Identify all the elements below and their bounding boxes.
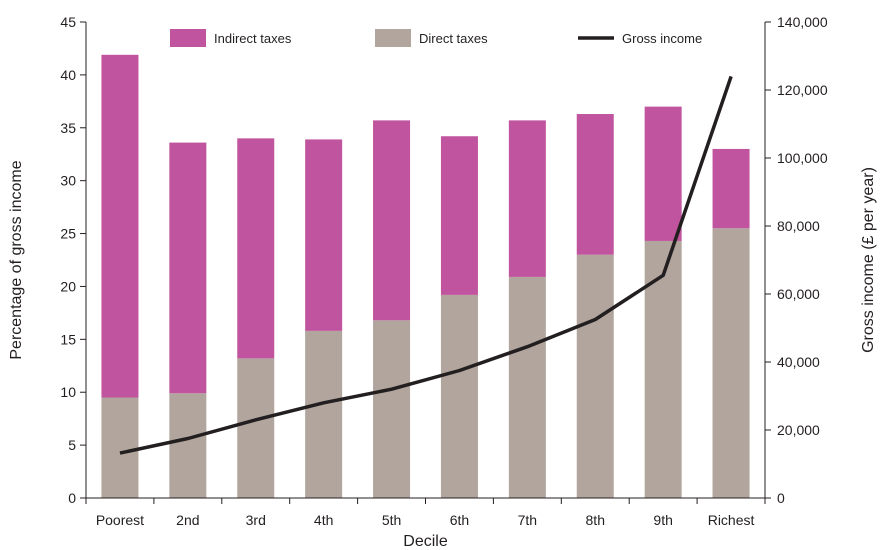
gross-income-line [119,75,733,455]
bar-direct-taxes [440,294,478,498]
bar-direct-taxes [169,393,207,498]
legend-swatch [170,29,206,47]
x-tick-label: 7th [518,512,537,528]
bar-direct-taxes [373,320,411,498]
legend: Indirect taxes Direct taxes Gross income [170,29,702,47]
y2-tick-label: 140,000 [777,14,828,30]
bar-indirect-taxes [440,136,478,295]
x-tick-label: Richest [708,512,755,528]
y-tick-label: 10 [60,384,76,400]
bars-layer [101,54,750,498]
bar-indirect-taxes [644,106,682,241]
bar-direct-taxes [576,254,614,498]
bar-indirect-taxes [305,139,343,331]
legend-item: Direct taxes [375,29,488,47]
legend-label: Direct taxes [419,31,488,46]
y-tick-label: 40 [60,67,76,83]
bar-indirect-taxes [169,142,207,394]
y2-tick-label: 0 [777,490,785,506]
x-tick-label: 2nd [176,512,199,528]
y-tick-label: 20 [60,278,76,294]
x-tick-label: 5th [382,512,401,528]
y-tick-label: 45 [60,14,76,30]
y-tick-label: 5 [68,437,76,453]
y-tick-label: 15 [60,331,76,347]
bar-indirect-taxes [712,148,750,229]
y2-tick-label: 120,000 [777,82,828,98]
y2-tick-label: 20,000 [777,422,820,438]
bar-direct-taxes [305,330,343,498]
y-tick-label: 25 [60,226,76,242]
bar-direct-taxes [508,276,546,498]
legend-label: Gross income [622,31,702,46]
bar-indirect-taxes [101,54,139,398]
y-tick-label: 30 [60,173,76,189]
axes-layer: 0 5 10 15 20 25 30 35 40 45 0 20,000 40,000 60,000 80,… [60,14,827,528]
y2-tick-label: 100,000 [777,150,828,166]
y-tick-label: 0 [68,490,76,506]
x-axis-title: Decile [403,533,448,550]
bar-indirect-taxes [237,138,275,359]
bar-indirect-taxes [576,114,614,255]
y-axis-title: Percentage of gross income [8,160,25,359]
line-layer [119,75,733,455]
x-tick-label: Poorest [96,512,144,528]
x-tick-label: 3rd [246,512,266,528]
bar-indirect-taxes [373,120,411,321]
y-tick-label: 35 [60,120,76,136]
legend-item: Gross income [578,31,702,46]
bar-direct-taxes [712,228,750,498]
y2-tick-label: 80,000 [777,218,820,234]
x-tick-label: 9th [653,512,672,528]
x-tick-label: 6th [450,512,469,528]
bar-direct-taxes [644,240,682,498]
legend-label: Indirect taxes [214,31,292,46]
legend-swatch [375,29,411,47]
y2-tick-label: 60,000 [777,286,820,302]
x-tick-label: 4th [314,512,333,528]
y2-axis-title: Gross income (£ per year) [860,167,877,353]
bar-indirect-taxes [508,120,546,277]
bar-direct-taxes [237,358,275,498]
legend-item: Indirect taxes [170,29,292,47]
y2-tick-label: 40,000 [777,354,820,370]
x-tick-label: 8th [586,512,605,528]
bar-direct-taxes [101,397,139,498]
